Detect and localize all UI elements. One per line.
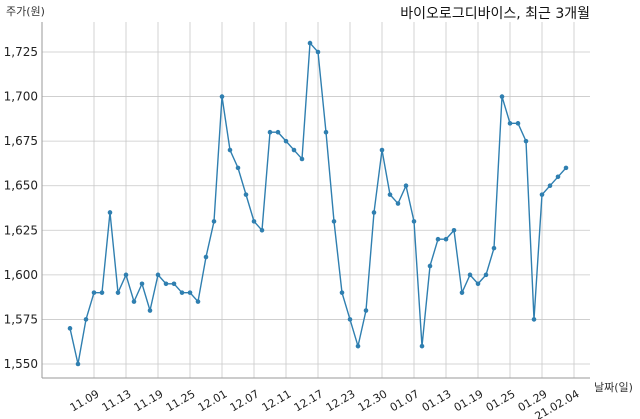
- data-point: [347, 317, 353, 322]
- data-point: [275, 129, 281, 135]
- x-tick-label: 12.07: [228, 387, 262, 414]
- data-point: [563, 165, 569, 171]
- data-point: [123, 272, 129, 278]
- y-tick-label: 1,600: [4, 268, 38, 282]
- x-tick-label: 11.19: [132, 387, 166, 414]
- x-tick-label: 12.11: [260, 387, 294, 414]
- data-point: [323, 129, 329, 135]
- data-point: [499, 94, 505, 99]
- data-point: [227, 147, 233, 153]
- data-point: [451, 227, 457, 233]
- x-axis-label: 날짜(일): [594, 380, 633, 394]
- data-point: [515, 121, 521, 126]
- x-tick-label: 12.01: [196, 387, 230, 414]
- data-point: [179, 290, 185, 295]
- data-point: [507, 121, 513, 126]
- data-point: [139, 281, 145, 287]
- data-point: [387, 192, 393, 197]
- x-tick-label: 12.23: [324, 387, 358, 414]
- x-tick-label: 01.07: [388, 387, 422, 414]
- data-point: [187, 290, 193, 295]
- data-point: [251, 219, 257, 224]
- y-tick-label: 1,675: [4, 134, 38, 148]
- data-point: [547, 183, 553, 189]
- data-point: [83, 317, 89, 322]
- chart-title: 바이오로그디바이스, 최근 3개월: [400, 6, 590, 22]
- x-tick-label: 12.17: [292, 387, 326, 414]
- y-axis-label: 주가(원): [6, 5, 45, 18]
- data-point: [163, 281, 169, 287]
- data-point: [555, 174, 561, 180]
- data-point: [131, 299, 137, 304]
- data-point: [339, 290, 345, 295]
- x-tick-label: 01.13: [420, 387, 454, 414]
- x-tick-label: 11.25: [164, 387, 198, 414]
- data-point: [371, 210, 377, 215]
- data-point: [67, 326, 73, 331]
- data-point: [483, 272, 489, 278]
- y-tick-label: 1,575: [4, 312, 38, 326]
- data-point: [155, 272, 161, 278]
- data-point: [315, 49, 321, 55]
- y-tick-label: 1,550: [4, 357, 38, 371]
- data-point: [355, 343, 361, 349]
- data-point: [427, 263, 433, 269]
- data-point: [259, 227, 265, 233]
- data-point: [115, 290, 121, 295]
- data-point: [171, 281, 177, 287]
- data-point: [291, 147, 297, 153]
- data-point: [443, 236, 449, 242]
- data-point: [235, 165, 241, 171]
- grid-layer: [42, 22, 590, 378]
- data-point: [539, 192, 545, 197]
- data-point: [211, 219, 217, 224]
- data-point: [283, 138, 289, 144]
- data-point: [523, 138, 529, 144]
- y-tick-label: 1,725: [4, 45, 38, 59]
- data-point: [379, 147, 385, 153]
- axis-layer: [41, 22, 590, 379]
- data-point: [267, 129, 273, 135]
- y-tick-label: 1,700: [4, 90, 38, 104]
- data-point: [299, 156, 305, 162]
- data-point: [531, 317, 537, 322]
- data-point: [419, 343, 425, 349]
- data-point: [331, 219, 337, 224]
- y-tick-label: 1,625: [4, 223, 38, 237]
- data-point: [99, 290, 105, 295]
- data-point: [203, 254, 209, 260]
- data-point: [195, 299, 201, 304]
- data-point: [75, 361, 81, 367]
- data-point: [459, 290, 465, 295]
- x-tick-label: 11.09: [68, 387, 102, 414]
- data-point: [147, 308, 153, 313]
- data-point: [435, 236, 441, 242]
- data-point: [91, 290, 97, 295]
- data-point: [475, 281, 481, 287]
- data-point: [411, 219, 417, 224]
- data-point: [243, 192, 249, 197]
- x-tick-label: 01.25: [484, 387, 518, 414]
- x-tick-label: 01.19: [452, 387, 486, 414]
- y-tick-label: 1,650: [4, 179, 38, 193]
- x-tick-label: 11.13: [100, 387, 134, 414]
- data-point: [307, 40, 313, 46]
- data-point: [467, 272, 473, 278]
- data-point: [491, 245, 497, 251]
- series-layer: [67, 40, 569, 367]
- data-point: [219, 94, 225, 99]
- data-point: [107, 210, 113, 215]
- data-point: [363, 308, 369, 313]
- x-tick-label: 12.30: [356, 387, 390, 414]
- data-point: [395, 201, 401, 206]
- data-point: [403, 183, 409, 189]
